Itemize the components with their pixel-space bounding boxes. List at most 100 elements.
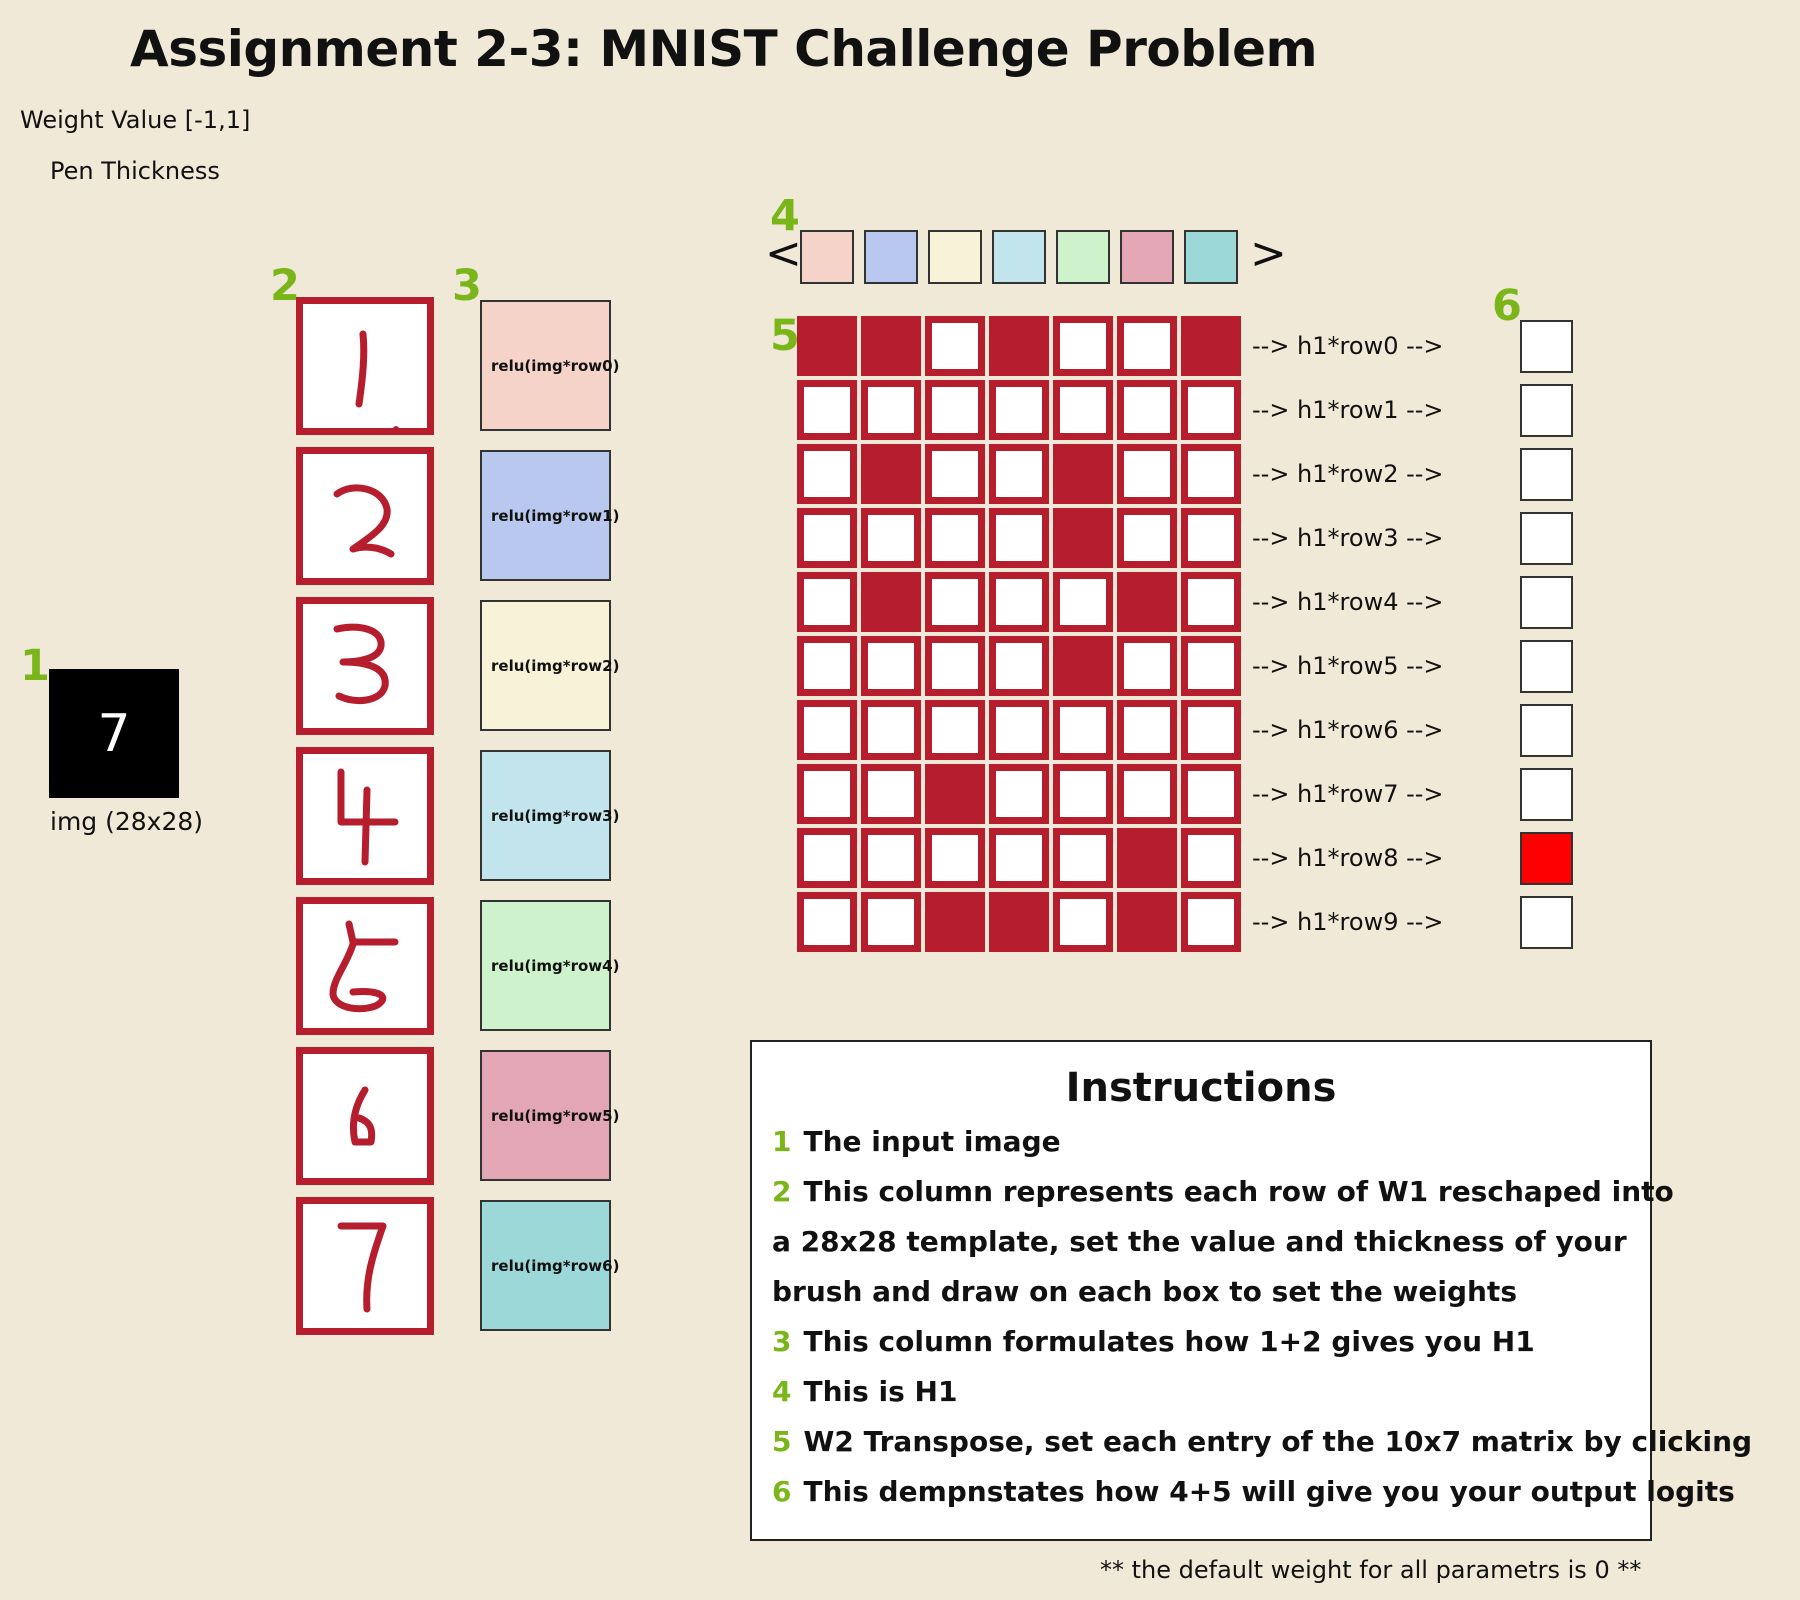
- w2-cell-r6-c3[interactable]: [989, 700, 1049, 760]
- w2-cell-r4-c6[interactable]: [1181, 572, 1241, 632]
- w2-cell-r1-c2[interactable]: [925, 380, 985, 440]
- instruction-line-4: 3 This column formulates how 1+2 gives yo…: [772, 1325, 1535, 1358]
- w2-cell-r3-c6[interactable]: [1181, 508, 1241, 568]
- w2-cell-r2-c3[interactable]: [989, 444, 1049, 504]
- relu-box-3: relu(img*row3): [480, 750, 619, 881]
- instructions-title: Instructions: [1065, 1065, 1337, 1111]
- w2-cell-r7-c3[interactable]: [989, 764, 1049, 824]
- w2-cell-r0-c6[interactable]: [1181, 316, 1241, 376]
- w2-cell-r2-c1[interactable]: [861, 444, 921, 504]
- w2-cell-r6-c0[interactable]: [797, 700, 857, 760]
- w2-cell-r6-c2[interactable]: [925, 700, 985, 760]
- h1-cell-1: [864, 230, 918, 284]
- w2-cell-r3-c0[interactable]: [797, 508, 857, 568]
- w2-cell-r2-c0[interactable]: [797, 444, 857, 504]
- w2-cell-r9-c5[interactable]: [1117, 892, 1177, 952]
- w2-cell-r3-c4[interactable]: [1053, 508, 1113, 568]
- w2-cell-r3-c3[interactable]: [989, 508, 1049, 568]
- template-canvas-3[interactable]: [296, 747, 434, 885]
- template-canvas-4[interactable]: [296, 897, 434, 1035]
- template-canvas-2[interactable]: [296, 597, 434, 735]
- output-logit-4: [1520, 576, 1573, 629]
- w2-cell-r8-c2[interactable]: [925, 828, 985, 888]
- w2-cell-r6-c1[interactable]: [861, 700, 921, 760]
- relu-box-1: relu(img*row1): [480, 450, 619, 581]
- h1-prev-arrow[interactable]: <: [765, 228, 802, 279]
- marker-6: 6: [1492, 281, 1522, 331]
- w2-cell-r4-c2[interactable]: [925, 572, 985, 632]
- w2-cell-r1-c0[interactable]: [797, 380, 857, 440]
- w2-cell-r7-c5[interactable]: [1117, 764, 1177, 824]
- w2-cell-r3-c2[interactable]: [925, 508, 985, 568]
- instruction-line-1: 2 This column represents each row of W1 r…: [772, 1175, 1674, 1208]
- w2-cell-r5-c5[interactable]: [1117, 636, 1177, 696]
- instruction-text: W2 Transpose, set each entry of the 10x7…: [803, 1425, 1753, 1458]
- row-label-6: --> h1*row6 -->: [1252, 716, 1444, 744]
- w2-cell-r1-c6[interactable]: [1181, 380, 1241, 440]
- output-logit-0: [1520, 320, 1573, 373]
- w2-cell-r1-c5[interactable]: [1117, 380, 1177, 440]
- w2-cell-r0-c2[interactable]: [925, 316, 985, 376]
- w2-cell-r3-c1[interactable]: [861, 508, 921, 568]
- w2-cell-r9-c0[interactable]: [797, 892, 857, 952]
- drawn-digit-1: [355, 330, 399, 428]
- h1-cell-2: [928, 230, 982, 284]
- instruction-number: 5: [772, 1425, 792, 1458]
- w2-cell-r4-c5[interactable]: [1117, 572, 1177, 632]
- instruction-line-2: a 28x28 template, set the value and thic…: [772, 1225, 1627, 1258]
- relu-label: relu(img*row3): [491, 806, 620, 825]
- w2-cell-r8-c1[interactable]: [861, 828, 921, 888]
- w2-cell-r9-c4[interactable]: [1053, 892, 1113, 952]
- w2-cell-r4-c4[interactable]: [1053, 572, 1113, 632]
- w2-cell-r5-c2[interactable]: [925, 636, 985, 696]
- w2-cell-r0-c1[interactable]: [861, 316, 921, 376]
- template-canvas-0[interactable]: [296, 297, 434, 435]
- w2-cell-r4-c1[interactable]: [861, 572, 921, 632]
- w2-cell-r5-c3[interactable]: [989, 636, 1049, 696]
- w2-cell-r5-c4[interactable]: [1053, 636, 1113, 696]
- w2-cell-r7-c4[interactable]: [1053, 764, 1113, 824]
- w2-cell-r0-c3[interactable]: [989, 316, 1049, 376]
- instruction-number: 1: [772, 1125, 792, 1158]
- w2-cell-r9-c6[interactable]: [1181, 892, 1241, 952]
- w2-cell-r0-c5[interactable]: [1117, 316, 1177, 376]
- w2-cell-r8-c6[interactable]: [1181, 828, 1241, 888]
- w2-cell-r9-c2[interactable]: [925, 892, 985, 952]
- template-canvas-6[interactable]: [296, 1197, 434, 1335]
- w2-cell-r4-c3[interactable]: [989, 572, 1049, 632]
- w2-cell-r9-c3[interactable]: [989, 892, 1049, 952]
- w2-cell-r0-c4[interactable]: [1053, 316, 1113, 376]
- w2-cell-r8-c5[interactable]: [1117, 828, 1177, 888]
- w2-cell-r2-c2[interactable]: [925, 444, 985, 504]
- w2-cell-r5-c6[interactable]: [1181, 636, 1241, 696]
- w2-cell-r6-c4[interactable]: [1053, 700, 1113, 760]
- w2-cell-r0-c0[interactable]: [797, 316, 857, 376]
- w2-cell-r2-c4[interactable]: [1053, 444, 1113, 504]
- w2-cell-r7-c1[interactable]: [861, 764, 921, 824]
- w2-cell-r3-c5[interactable]: [1117, 508, 1177, 568]
- template-canvas-1[interactable]: [296, 447, 434, 585]
- w2-cell-r5-c1[interactable]: [861, 636, 921, 696]
- h1-cell-6: [1184, 230, 1238, 284]
- drawn-digit-3: [333, 623, 389, 705]
- w2-cell-r6-c5[interactable]: [1117, 700, 1177, 760]
- w2-cell-r7-c6[interactable]: [1181, 764, 1241, 824]
- w2-cell-r9-c1[interactable]: [861, 892, 921, 952]
- h1-next-arrow[interactable]: >: [1250, 228, 1287, 279]
- w2-cell-r2-c5[interactable]: [1117, 444, 1177, 504]
- w2-cell-r1-c4[interactable]: [1053, 380, 1113, 440]
- w2-cell-r2-c6[interactable]: [1181, 444, 1241, 504]
- drawn-digit-2: [333, 484, 395, 558]
- w2-cell-r1-c3[interactable]: [989, 380, 1049, 440]
- w2-cell-r8-c0[interactable]: [797, 828, 857, 888]
- w2-cell-r8-c3[interactable]: [989, 828, 1049, 888]
- w2-cell-r6-c6[interactable]: [1181, 700, 1241, 760]
- w2-cell-r5-c0[interactable]: [797, 636, 857, 696]
- w2-cell-r8-c4[interactable]: [1053, 828, 1113, 888]
- w2-cell-r7-c0[interactable]: [797, 764, 857, 824]
- w2-cell-r4-c0[interactable]: [797, 572, 857, 632]
- w2-cell-r7-c2[interactable]: [925, 764, 985, 824]
- h1-cell-5: [1120, 230, 1174, 284]
- w2-cell-r1-c1[interactable]: [861, 380, 921, 440]
- template-canvas-5[interactable]: [296, 1047, 434, 1185]
